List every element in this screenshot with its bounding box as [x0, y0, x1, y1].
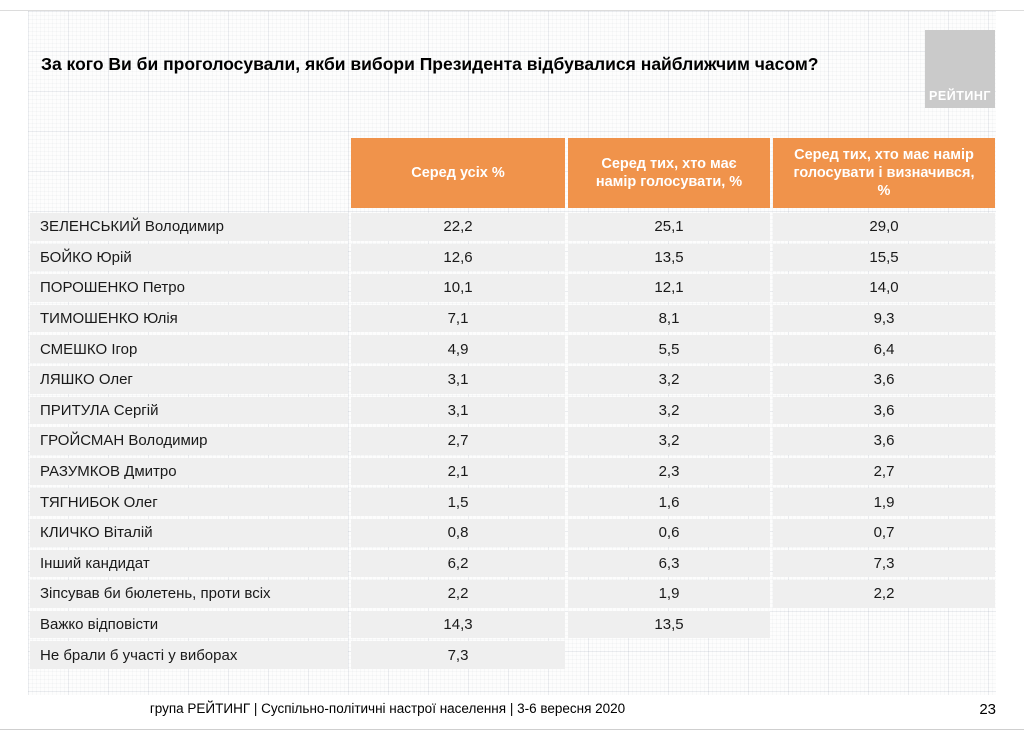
candidate-label: КЛИЧКО Віталій: [30, 518, 348, 547]
header-spacer-cell: [30, 138, 348, 208]
value-cell: 3,1: [351, 365, 565, 394]
page-number: 23: [979, 701, 996, 718]
candidate-label: ТЯГНИБОК Олег: [30, 488, 348, 516]
table-row: ПОРОШЕНКО Петро 10,1 12,1 14,0: [30, 274, 995, 302]
candidate-label: БОЙКО Юрій: [30, 243, 348, 272]
value-cell: 2,3: [568, 457, 770, 486]
candidate-label: ЗЕЛЕНСЬКИЙ Володимир: [30, 213, 348, 241]
candidate-label: ПОРОШЕНКО Петро: [30, 274, 348, 302]
empty-cell: [773, 611, 995, 639]
value-cell: 3,1: [351, 396, 565, 425]
value-cell: 6,3: [568, 549, 770, 578]
table-row: Зіпсував би бюлетень, проти всіх 2,2 1,9 2,…: [30, 580, 995, 608]
value-cell: 3,2: [568, 365, 770, 394]
empty-cell: [773, 641, 995, 669]
poll-results-table: Серед усіх % Серед тих, хто має намір го…: [30, 138, 995, 672]
value-cell: 29,0: [773, 213, 995, 241]
value-cell: 1,5: [351, 488, 565, 516]
rating-group-logo: РЕЙТИНГ: [925, 30, 995, 108]
value-cell: 6,4: [773, 335, 995, 363]
value-cell: 7,3: [773, 549, 995, 578]
bottom-divider: [0, 729, 1024, 730]
value-cell: 13,5: [568, 610, 770, 639]
table-row: РАЗУМКОВ Дмитро 2,1 2,3 2,7: [30, 457, 995, 486]
value-cell: 10,1: [351, 274, 565, 302]
value-cell: 3,6: [773, 396, 995, 425]
candidate-label: Зіпсував би бюлетень, проти всіх: [30, 580, 348, 608]
value-cell: 2,1: [351, 457, 565, 486]
value-cell: 1,9: [773, 488, 995, 516]
value-cell: 2,2: [351, 580, 565, 608]
logo-label: РЕЙТИНГ: [929, 89, 991, 103]
value-cell: 4,9: [351, 335, 565, 363]
table-row: ТЯГНИБОК Олег 1,5 1,6 1,9: [30, 488, 995, 516]
candidate-label: ПРИТУЛА Сергій: [30, 396, 348, 425]
value-cell: 3,6: [773, 427, 995, 455]
table-row: Важко відповісти 14,3 13,5: [30, 610, 995, 639]
footer-source-line: група РЕЙТИНГ | Суспільно-політичні наст…: [149, 701, 626, 716]
candidate-label: ЛЯШКО Олег: [30, 365, 348, 394]
table-row: Не брали б участі у виборах 7,3: [30, 641, 995, 669]
table-row: ЗЕЛЕНСЬКИЙ Володимир 22,2 25,1 29,0: [30, 213, 995, 241]
value-cell: 12,1: [568, 274, 770, 302]
value-cell: 0,6: [568, 518, 770, 547]
value-cell: 3,6: [773, 365, 995, 394]
value-cell: 0,7: [773, 518, 995, 547]
candidate-label: ГРОЙСМАН Володимир: [30, 427, 348, 455]
table-row: КЛИЧКО Віталій 0,8 0,6 0,7: [30, 518, 995, 547]
value-cell: 14,0: [773, 274, 995, 302]
candidate-label: СМЕШКО Ігор: [30, 335, 348, 363]
value-cell: 25,1: [568, 213, 770, 241]
value-cell: 2,7: [351, 427, 565, 455]
table-row: ПРИТУЛА Сергій 3,1 3,2 3,6: [30, 396, 995, 425]
value-cell: 7,3: [351, 641, 565, 669]
value-cell: 14,3: [351, 610, 565, 639]
value-cell: 13,5: [568, 243, 770, 272]
header-col-all: Серед усіх %: [351, 138, 565, 208]
value-cell: 1,6: [568, 488, 770, 516]
value-cell: 9,3: [773, 304, 995, 333]
top-divider: [0, 10, 1024, 11]
value-cell: 2,2: [773, 580, 995, 608]
table-row: БОЙКО Юрій 12,6 13,5 15,5: [30, 243, 995, 272]
table-body: ЗЕЛЕНСЬКИЙ Володимир 22,2 25,1 29,0 БОЙКО Юр…: [30, 213, 995, 669]
table-row: Інший кандидат 6,2 6,3 7,3: [30, 549, 995, 578]
value-cell: 1,9: [568, 580, 770, 608]
value-cell: 22,2: [351, 213, 565, 241]
candidate-label: Важко відповісти: [30, 610, 348, 639]
table-row: ГРОЙСМАН Володимир 2,7 3,2 3,6: [30, 427, 995, 455]
header-col-intend-to-vote: Серед тих, хто має намір голосувати, %: [568, 138, 770, 208]
table-row: СМЕШКО Ігор 4,9 5,5 6,4: [30, 335, 995, 363]
value-cell: 7,1: [351, 304, 565, 333]
candidate-label: ТИМОШЕНКО Юлія: [30, 304, 348, 333]
table-row: ТИМОШЕНКО Юлія 7,1 8,1 9,3: [30, 304, 995, 333]
candidate-label: Інший кандидат: [30, 549, 348, 578]
value-cell: 3,2: [568, 427, 770, 455]
value-cell: 15,5: [773, 243, 995, 272]
value-cell: 2,7: [773, 457, 995, 486]
candidate-label: Не брали б участі у виборах: [30, 641, 348, 669]
table-row: ЛЯШКО Олег 3,1 3,2 3,6: [30, 365, 995, 394]
header-col-decided: Серед тих, хто має намір голосувати і ви…: [773, 138, 995, 208]
value-cell: 5,5: [568, 335, 770, 363]
value-cell: 12,6: [351, 243, 565, 272]
table-header-row: Серед усіх % Серед тих, хто має намір го…: [30, 138, 995, 208]
value-cell: 0,8: [351, 518, 565, 547]
value-cell: 6,2: [351, 549, 565, 578]
value-cell: 8,1: [568, 304, 770, 333]
value-cell: 3,2: [568, 396, 770, 425]
empty-cell: [568, 641, 770, 669]
slide-canvas: За кого Ви би проголосували, якби вибори…: [28, 11, 996, 695]
candidate-label: РАЗУМКОВ Дмитро: [30, 457, 348, 486]
page-title: За кого Ви би проголосували, якби вибори…: [41, 54, 819, 74]
